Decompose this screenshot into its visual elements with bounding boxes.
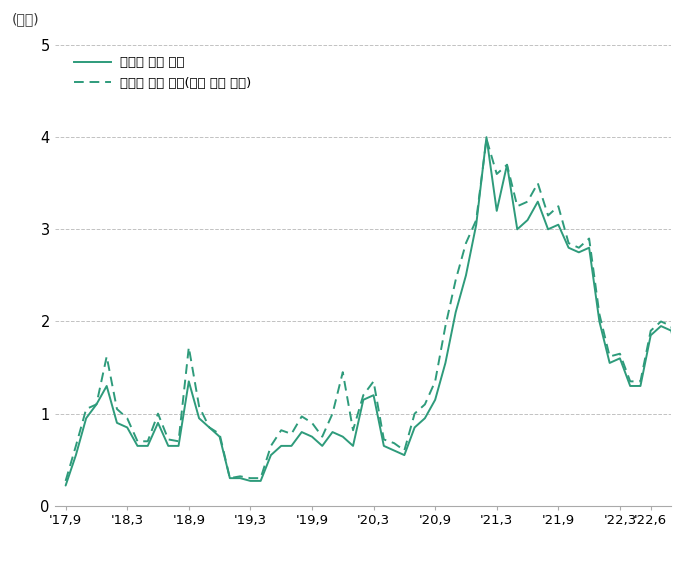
Legend: 보증금 승계 매입, 보증금 승계 매입(신고 오류 정정): 보증금 승계 매입, 보증금 승계 매입(신고 오류 정정) [74,56,252,90]
Text: (만건): (만건) [12,12,40,26]
